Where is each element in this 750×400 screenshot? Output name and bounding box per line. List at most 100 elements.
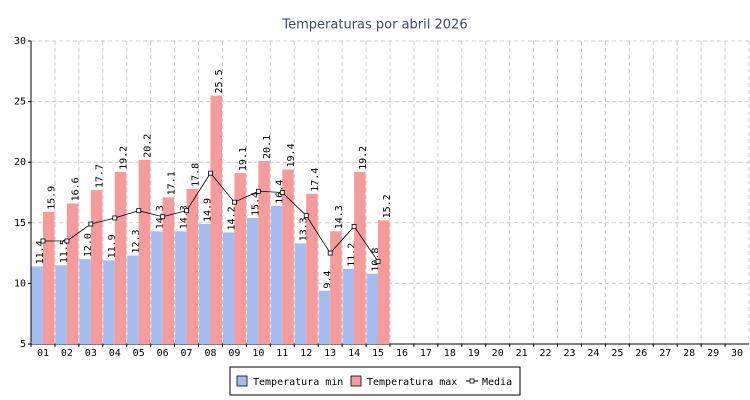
data-label: 25.5 bbox=[214, 69, 225, 93]
point bbox=[64, 238, 70, 244]
x-tick-label: 18 bbox=[444, 348, 456, 359]
data-label: 14.2 bbox=[227, 206, 238, 230]
bar bbox=[222, 232, 235, 344]
data-label: 20.2 bbox=[142, 134, 153, 158]
bar bbox=[330, 231, 342, 344]
point bbox=[112, 215, 118, 221]
x-tick-label: 06 bbox=[157, 348, 169, 359]
point bbox=[88, 221, 94, 227]
bar bbox=[366, 273, 379, 344]
point bbox=[375, 259, 381, 264]
data-label: 11.4 bbox=[35, 240, 46, 264]
data-label: 16.6 bbox=[71, 177, 82, 201]
bar bbox=[258, 160, 270, 344]
y-tick-label: 5 bbox=[20, 339, 26, 350]
x-tick-label: 01 bbox=[37, 348, 49, 359]
bar bbox=[151, 231, 163, 344]
x-tick-label: 09 bbox=[228, 348, 240, 359]
bar bbox=[186, 188, 199, 344]
y-tick-label: 30 bbox=[14, 36, 26, 47]
bar bbox=[282, 169, 294, 344]
point bbox=[303, 213, 309, 218]
legend: Temperatura min Temperatura max Media bbox=[229, 366, 521, 396]
data-label: 17.8 bbox=[190, 163, 201, 187]
point bbox=[40, 238, 46, 244]
bar bbox=[138, 159, 151, 344]
point bbox=[351, 224, 357, 229]
data-label: 12.0 bbox=[83, 233, 94, 257]
x-tick-label: 02 bbox=[61, 348, 73, 359]
data-label: 17.1 bbox=[166, 171, 177, 195]
x-tick-label: 15 bbox=[372, 348, 384, 359]
data-label: 9.4 bbox=[322, 271, 333, 289]
x-tick-label: 26 bbox=[635, 348, 647, 359]
bar bbox=[79, 259, 91, 344]
point bbox=[279, 190, 285, 195]
bar bbox=[342, 268, 355, 344]
legend-label: Temperatura max bbox=[367, 377, 457, 388]
x-tick-label: 13 bbox=[324, 348, 336, 359]
x-tick-label: 28 bbox=[683, 348, 695, 359]
x-tick-label: 19 bbox=[468, 348, 480, 359]
x-tick-label: 29 bbox=[707, 348, 719, 359]
bar bbox=[210, 95, 222, 344]
data-label: 12.3 bbox=[131, 229, 142, 253]
bar bbox=[90, 190, 103, 344]
x-tick-label: 10 bbox=[252, 348, 264, 359]
bar bbox=[55, 265, 67, 344]
data-label: 17.7 bbox=[95, 164, 106, 188]
data-label: 19.2 bbox=[119, 146, 130, 170]
bar bbox=[199, 224, 211, 344]
data-label: 19.2 bbox=[358, 146, 369, 170]
point bbox=[232, 199, 237, 205]
x-tick-label: 17 bbox=[420, 348, 432, 359]
bar bbox=[162, 197, 175, 344]
data-label: 13.3 bbox=[298, 217, 309, 241]
x-tick-label: 12 bbox=[300, 348, 312, 359]
x-tick-label: 05 bbox=[133, 348, 145, 359]
point bbox=[255, 188, 261, 194]
data-label: 14.9 bbox=[203, 198, 214, 222]
data-label: 20.1 bbox=[262, 135, 273, 159]
x-tick-label: 27 bbox=[659, 348, 671, 359]
point bbox=[208, 170, 213, 176]
bar bbox=[354, 171, 366, 344]
legend-swatch bbox=[236, 375, 248, 387]
x-tick-label: 30 bbox=[731, 348, 743, 359]
bar bbox=[175, 231, 187, 344]
point bbox=[160, 214, 166, 220]
bar bbox=[127, 255, 139, 344]
point bbox=[184, 208, 189, 214]
bar bbox=[318, 290, 331, 344]
bar bbox=[114, 171, 127, 344]
x-tick-label: 04 bbox=[109, 348, 121, 359]
y-tick-label: 20 bbox=[14, 157, 26, 168]
bar bbox=[294, 243, 307, 344]
x-tick-label: 08 bbox=[204, 348, 216, 359]
x-tick-label: 23 bbox=[563, 348, 575, 359]
bar bbox=[103, 260, 115, 344]
y-tick-label: 15 bbox=[14, 218, 26, 229]
y-tick-label: 25 bbox=[14, 97, 26, 108]
data-label: 17.4 bbox=[310, 168, 321, 192]
bar bbox=[31, 266, 43, 344]
x-tick-label: 22 bbox=[540, 348, 552, 359]
legend-marker bbox=[469, 378, 475, 384]
point bbox=[136, 208, 142, 214]
x-tick-label: 21 bbox=[516, 348, 528, 359]
data-label: 15.4 bbox=[251, 192, 262, 216]
data-label: 11.2 bbox=[346, 243, 357, 267]
bar bbox=[66, 203, 79, 344]
legend-swatch bbox=[350, 375, 362, 387]
chart-title: Temperaturas por abril 2026 bbox=[281, 18, 467, 33]
data-label: 19.1 bbox=[238, 147, 249, 171]
data-label: 14.3 bbox=[179, 205, 190, 229]
bar bbox=[378, 220, 390, 344]
bar bbox=[246, 217, 259, 344]
data-label: 11.5 bbox=[59, 239, 70, 263]
data-label: 14.3 bbox=[334, 205, 345, 229]
bar bbox=[42, 211, 55, 344]
bar bbox=[270, 205, 283, 344]
x-tick-label: 20 bbox=[492, 348, 504, 359]
